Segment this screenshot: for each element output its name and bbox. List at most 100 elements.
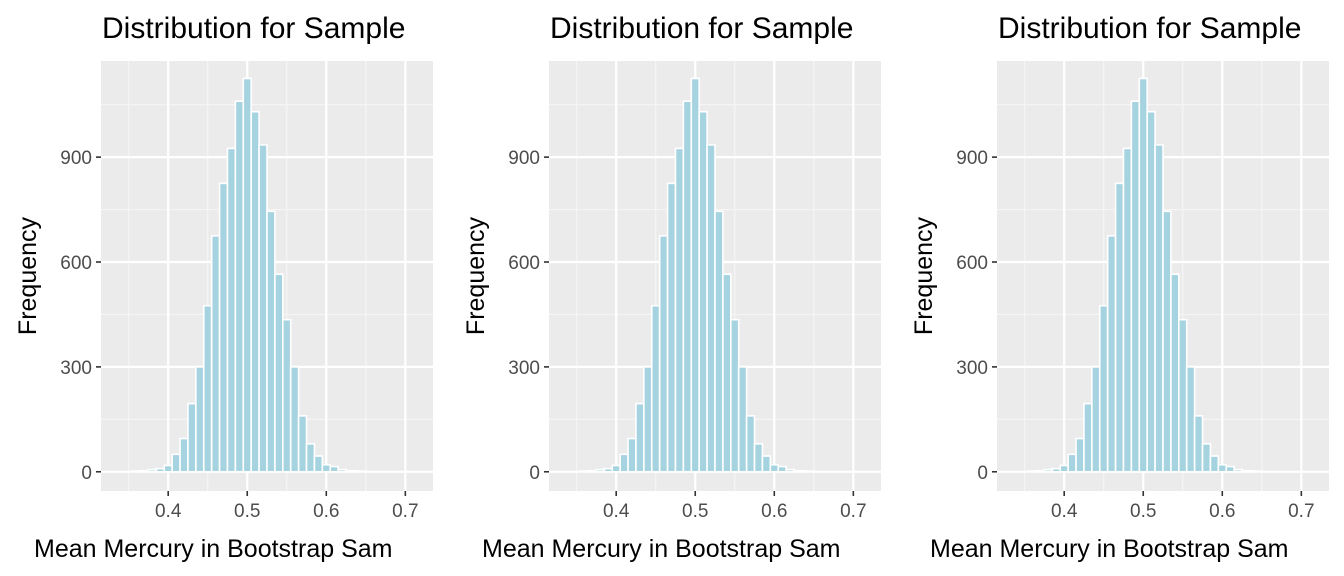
chart-panel-1: Distribution for Sample 0 300 600 900 0.4 0.… bbox=[0, 0, 448, 576]
histogram-bar bbox=[1201, 443, 1212, 473]
chart-panel-2: Distribution for Sample 0 300 600 900 0.4 0.… bbox=[448, 0, 896, 576]
histogram-bar bbox=[1075, 437, 1085, 473]
histogram-bar bbox=[706, 144, 716, 473]
y-tick-label: 0 bbox=[529, 463, 540, 484]
histogram-bar bbox=[210, 234, 221, 473]
histogram-bar bbox=[250, 110, 260, 473]
y-tick-label: 900 bbox=[508, 148, 540, 169]
histogram-bar bbox=[1170, 273, 1180, 473]
x-axis-title: Mean Mercury in Bootstrap Sam bbox=[34, 535, 392, 563]
x-ticks: 0.4 0.5 0.6 0.7 bbox=[1051, 491, 1315, 522]
histogram-bar bbox=[234, 100, 245, 473]
histogram-bar bbox=[619, 453, 629, 473]
y-tick-label: 600 bbox=[60, 253, 92, 274]
y-tick-label: 900 bbox=[956, 148, 988, 169]
histogram-bar bbox=[321, 463, 332, 473]
histogram-bar bbox=[761, 455, 772, 473]
x-tick-label: 0.4 bbox=[603, 501, 630, 522]
histogram-bar bbox=[345, 469, 355, 473]
x-ticks: 0.4 0.5 0.6 0.7 bbox=[603, 491, 867, 522]
histogram-bar bbox=[737, 366, 748, 473]
histogram-bar bbox=[305, 443, 316, 473]
histogram-bar bbox=[1249, 470, 1259, 473]
histogram-bar bbox=[1059, 464, 1069, 473]
x-tick-label: 0.5 bbox=[682, 501, 708, 522]
histogram-bar bbox=[769, 463, 780, 473]
histogram-bar bbox=[131, 470, 142, 473]
histogram-bar bbox=[1178, 318, 1188, 473]
histogram-bar bbox=[1193, 415, 1204, 473]
histogram-bars bbox=[131, 77, 371, 473]
histogram-bar bbox=[1122, 147, 1133, 473]
chart-title: Distribution for Sample bbox=[102, 12, 405, 45]
histogram-bar bbox=[242, 77, 252, 473]
histogram-bar bbox=[777, 465, 787, 473]
histogram-bar bbox=[1185, 366, 1196, 473]
y-axis-title: Frequency bbox=[462, 216, 490, 335]
histogram-bar bbox=[1083, 402, 1093, 473]
histogram-bar bbox=[682, 100, 693, 473]
histogram-bar bbox=[785, 468, 795, 473]
y-ticks: 0 300 600 900 bbox=[956, 148, 997, 484]
histogram-bar bbox=[658, 234, 669, 473]
x-ticks: 0.4 0.5 0.6 0.7 bbox=[155, 491, 419, 522]
histogram-bar bbox=[1051, 467, 1062, 473]
histogram-bar bbox=[1138, 77, 1148, 473]
histogram-bar bbox=[1114, 182, 1125, 473]
y-axis-title: Frequency bbox=[910, 216, 938, 335]
y-tick-label: 900 bbox=[60, 148, 92, 169]
histogram-bar bbox=[202, 304, 213, 473]
chart-title: Distribution for Sample bbox=[998, 12, 1301, 45]
histogram-bar bbox=[1146, 110, 1156, 473]
histogram-bar bbox=[1233, 468, 1243, 473]
y-tick-label: 300 bbox=[60, 358, 92, 379]
histogram-bar bbox=[1130, 100, 1141, 473]
histogram-bar bbox=[753, 443, 764, 473]
y-tick-label: 0 bbox=[977, 463, 988, 484]
histogram-bar bbox=[690, 77, 700, 473]
x-tick-label: 0.7 bbox=[392, 501, 418, 522]
histogram-bar bbox=[1027, 470, 1038, 473]
y-tick-label: 0 bbox=[81, 463, 92, 484]
histogram-bar bbox=[329, 465, 339, 473]
histogram-bar bbox=[163, 464, 173, 473]
histogram-bar bbox=[1091, 366, 1101, 473]
histogram-bar bbox=[722, 273, 732, 473]
histogram-bar bbox=[147, 468, 158, 473]
chart-panel-3: Distribution for Sample 0 300 600 900 0.4 0.… bbox=[896, 0, 1344, 576]
histogram-bars bbox=[1027, 77, 1267, 473]
histogram-bar bbox=[155, 467, 166, 473]
x-tick-label: 0.5 bbox=[1130, 501, 1156, 522]
histogram-bar bbox=[1098, 304, 1109, 473]
histogram-bar bbox=[1067, 453, 1077, 473]
histogram-bar bbox=[650, 304, 661, 473]
x-tick-label: 0.5 bbox=[234, 501, 260, 522]
y-ticks: 0 300 600 900 bbox=[60, 148, 101, 484]
histogram-bar bbox=[337, 468, 347, 473]
histogram-bar bbox=[666, 182, 677, 473]
x-tick-label: 0.6 bbox=[1209, 501, 1235, 522]
histogram-bar bbox=[289, 366, 300, 473]
histogram-bar bbox=[714, 210, 724, 473]
histogram-bar bbox=[635, 402, 645, 473]
y-tick-label: 600 bbox=[508, 253, 540, 274]
histogram-bar bbox=[1106, 234, 1117, 473]
histogram-bar bbox=[1225, 465, 1235, 473]
histogram-bar bbox=[745, 415, 756, 473]
histogram-bar bbox=[1217, 463, 1228, 473]
histogram-bar bbox=[187, 402, 197, 473]
x-tick-label: 0.6 bbox=[313, 501, 339, 522]
histogram-bar bbox=[139, 469, 150, 473]
histogram-bar bbox=[218, 182, 229, 473]
histogram-bar bbox=[226, 147, 237, 473]
y-ticks: 0 300 600 900 bbox=[508, 148, 549, 484]
histogram-bar bbox=[353, 470, 363, 473]
y-tick-label: 300 bbox=[508, 358, 540, 379]
x-axis-title: Mean Mercury in Bootstrap Sam bbox=[930, 535, 1288, 563]
histogram-bar bbox=[793, 469, 803, 473]
histogram-bar bbox=[1043, 468, 1054, 473]
histogram-bar bbox=[730, 318, 740, 473]
